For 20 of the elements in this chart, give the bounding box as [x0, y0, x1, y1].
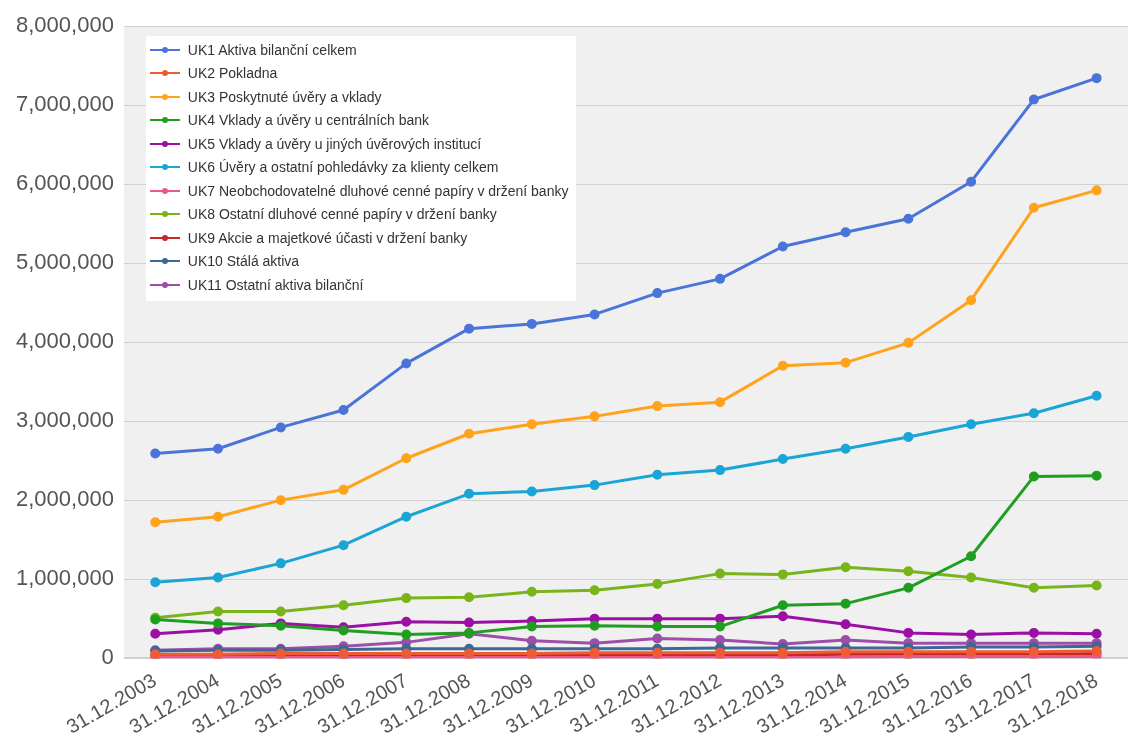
y-tick-label: 7,000,000	[16, 91, 114, 117]
legend-label: UK11 Ostatní aktiva bilanční	[187, 276, 364, 293]
y-tick-label: 6,000,000	[16, 170, 114, 196]
legend-label: UK9 Akcie a majetkové účasti v držení banky	[187, 229, 468, 246]
legend-label: UK1 Aktiva bilanční celkem	[187, 41, 357, 58]
y-tick-label: 4,000,000	[16, 328, 114, 354]
legend-label: UK3 Poskytnuté úvěry a vklady	[187, 88, 382, 105]
y-tick-label: 8,000,000	[16, 12, 114, 38]
y-tick-label: 1,000,000	[16, 565, 114, 591]
y-tick-label: 0	[101, 644, 114, 670]
legend-label: UK6 Úvěry a ostatní pohledávky za klienty celkem	[187, 159, 499, 176]
legend-label: UK8 Ostatní dluhové cenné papíry v držení banky	[187, 206, 497, 223]
y-tick-label: 3,000,000	[16, 407, 114, 433]
legend-label: UK10 Stálá aktiva	[187, 253, 300, 270]
y-tick-label: 2,000,000	[16, 486, 114, 512]
legend-label: UK7 Neobchodovatelné dluhové cenné papíry v držení banky	[187, 182, 569, 199]
legend-label: UK4 Vklady a úvěry u centrálních bank	[187, 112, 430, 129]
legend-label: UK2 Pokladna	[187, 65, 278, 82]
legend-label: UK5 Vklady a úvěry u jiných úvěrových institucí	[187, 135, 482, 152]
y-tick-label: 5,000,000	[16, 249, 114, 275]
